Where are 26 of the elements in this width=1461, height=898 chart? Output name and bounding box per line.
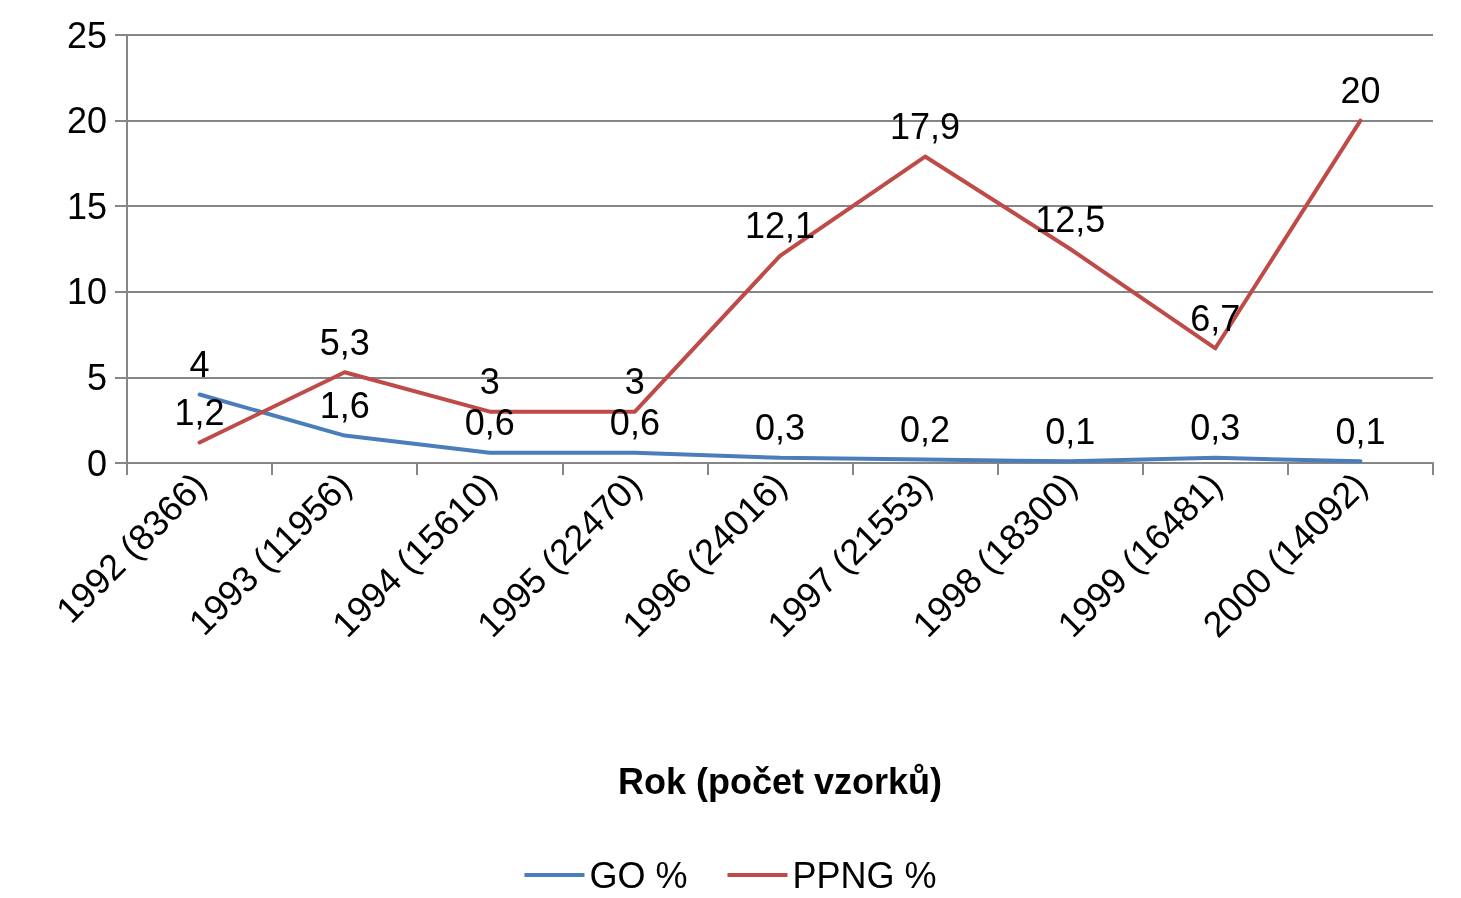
- data-label: 0,3: [1190, 407, 1241, 449]
- data-label: 17,9: [890, 106, 961, 148]
- x-axis-title: Rok (počet vzorků): [617, 760, 943, 802]
- y-tick-label: 25: [66, 14, 107, 56]
- data-label: 1,2: [174, 391, 225, 433]
- data-label: 0,1: [1045, 410, 1096, 452]
- data-label: 3: [624, 361, 645, 403]
- y-tick-label: 15: [66, 185, 107, 227]
- legend-label: GO %: [589, 854, 688, 896]
- data-label: 12,5: [1035, 198, 1106, 240]
- y-tick-label: 20: [66, 100, 107, 142]
- data-label: 5,3: [319, 321, 370, 363]
- y-tick-label: 0: [86, 442, 107, 484]
- data-label: 12,1: [744, 205, 816, 247]
- data-label: 0,6: [609, 402, 660, 444]
- data-label: 4: [189, 344, 210, 386]
- data-label: 1,6: [319, 385, 370, 427]
- data-label: 3: [479, 361, 500, 403]
- y-tick-label: 10: [66, 271, 107, 313]
- data-label: 0,3: [754, 407, 806, 449]
- y-tick-label: 5: [86, 356, 107, 398]
- data-label: 20: [1340, 70, 1381, 112]
- legend-label: PPNG %: [792, 854, 937, 896]
- data-label: 0,2: [900, 409, 951, 451]
- data-label: 0,6: [464, 402, 515, 444]
- data-label: 0,1: [1335, 410, 1386, 452]
